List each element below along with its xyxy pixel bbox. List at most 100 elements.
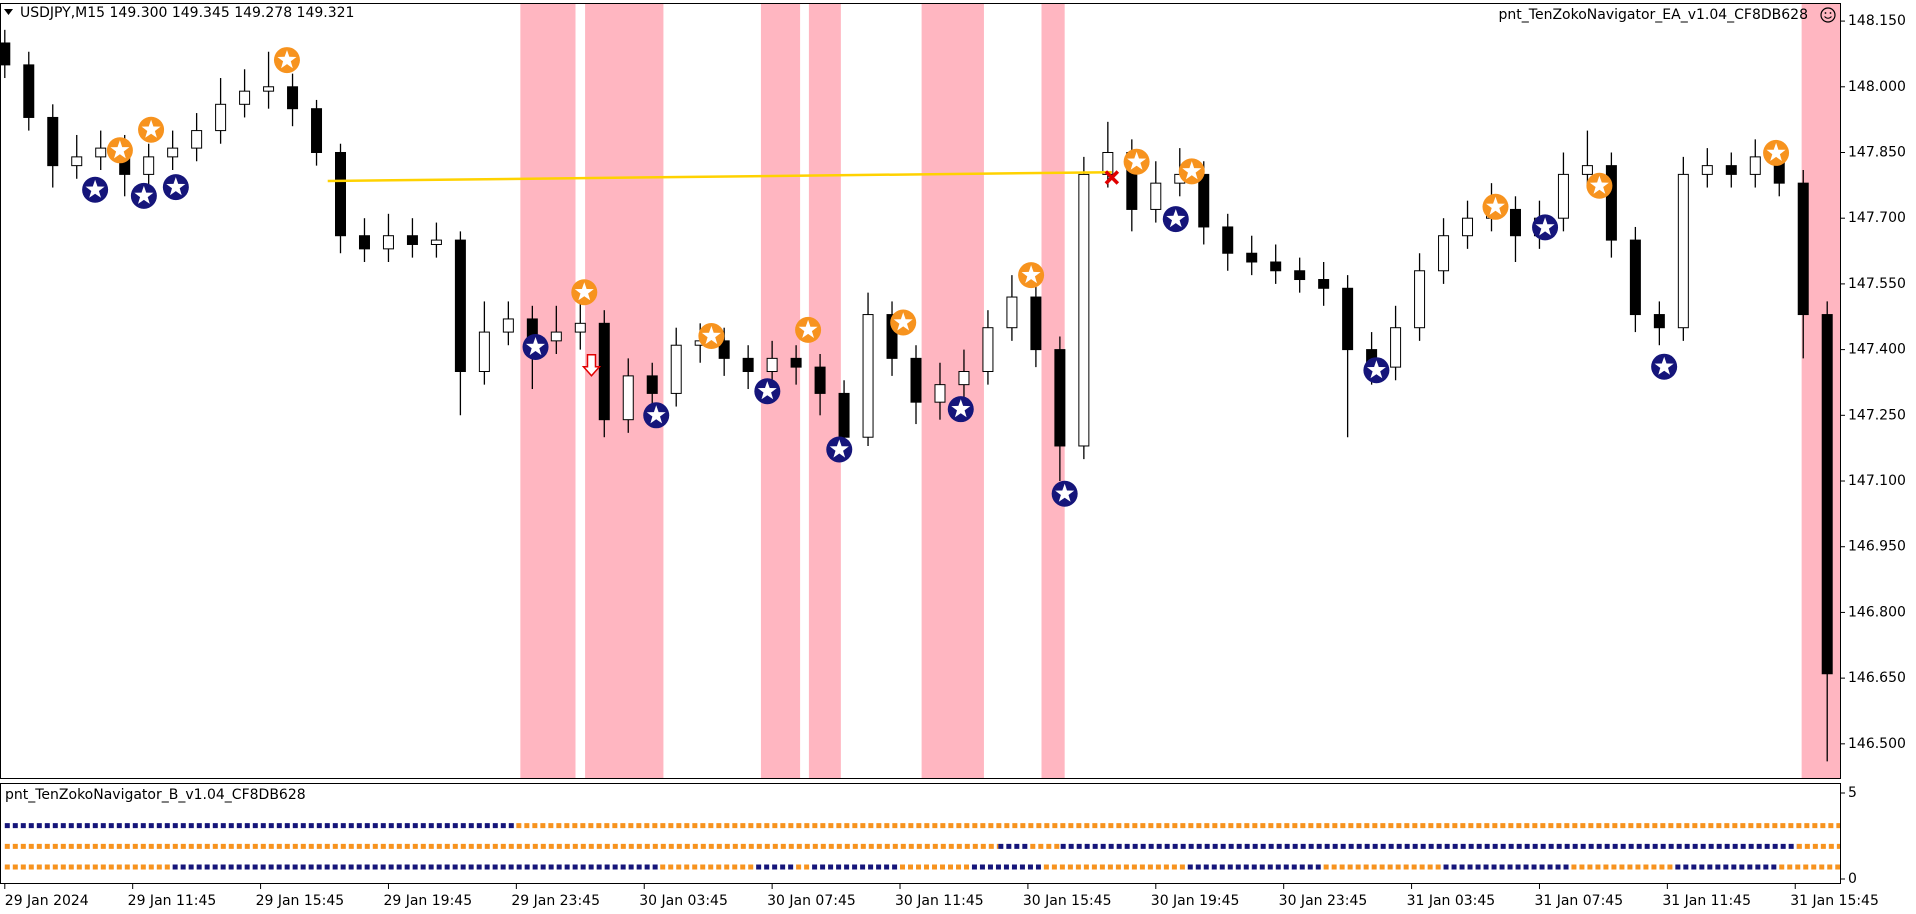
- y-tick-label: 147.550: [1848, 276, 1906, 292]
- sell-signal: [273, 47, 300, 74]
- candle-body: [430, 239, 442, 245]
- sell-signal: [138, 116, 165, 143]
- candle-body: [191, 130, 203, 149]
- buy-signal: [522, 333, 549, 360]
- indicator-frame: [0, 783, 1841, 884]
- signal-star: [134, 185, 154, 204]
- cross-marker: [1104, 170, 1120, 185]
- candle-body: [335, 151, 347, 237]
- sell-signal: [106, 137, 133, 164]
- candle-body: [790, 357, 802, 368]
- signal-star: [1055, 483, 1075, 502]
- candle-body: [814, 366, 826, 394]
- signal-star: [646, 405, 666, 424]
- candle-body: [1653, 314, 1665, 329]
- candle-body: [1198, 173, 1210, 228]
- sell-signal: [1586, 172, 1613, 199]
- signal-star: [1366, 360, 1386, 379]
- x-tick-label: 31 Jan 03:45: [1407, 893, 1496, 909]
- candle-body: [742, 357, 754, 373]
- signal-star: [1127, 151, 1147, 170]
- x-tick-label: 31 Jan 11:45: [1662, 893, 1751, 909]
- y-tick-label: 148.150: [1848, 13, 1906, 29]
- ea-label: pnt_TenZokoNavigator_EA_v1.04_CF8DB628: [1499, 7, 1808, 23]
- candle-body: [910, 357, 922, 403]
- candle-body: [478, 331, 490, 373]
- buy-signal: [1162, 206, 1189, 233]
- signal-star: [526, 337, 545, 356]
- signal-star: [277, 50, 297, 69]
- buy-signal: [1051, 480, 1078, 507]
- candle-body: [1270, 261, 1282, 272]
- symbol-label: USDJPY,M15 149.300 149.345 149.278 149.3…: [20, 5, 354, 21]
- shaded-range: [1041, 4, 1065, 778]
- x-tick-label: 29 Jan 19:45: [383, 893, 472, 909]
- indicator-y-tick-label: 0: [1848, 871, 1857, 887]
- sell-signal: [698, 323, 725, 350]
- x-tick-label: 29 Jan 15:45: [256, 893, 345, 909]
- indicator-y-tick-label: 5: [1848, 785, 1857, 801]
- candle-body: [454, 239, 466, 373]
- candle-body: [1222, 226, 1234, 254]
- candle-body: [1054, 349, 1066, 447]
- candle-body: [287, 86, 299, 110]
- y-tick-label: 147.700: [1848, 210, 1906, 226]
- candle-body: [143, 156, 155, 175]
- signal-star: [1486, 196, 1505, 215]
- x-tick-label: 30 Jan 11:45: [895, 893, 984, 909]
- menu-triangle[interactable]: [4, 9, 13, 15]
- candle-body: [239, 90, 251, 105]
- candle-body: [1725, 165, 1737, 175]
- x-tick-label: 31 Jan 15:45: [1790, 893, 1879, 909]
- level-line: [327, 170, 1112, 183]
- candle-body: [1150, 182, 1162, 210]
- signal-star: [1589, 175, 1609, 194]
- signal-star: [798, 319, 818, 338]
- signal-star: [1021, 265, 1041, 284]
- candle-body: [838, 392, 850, 438]
- candle-body: [1318, 279, 1330, 289]
- x-tick-label: 30 Jan 07:45: [767, 893, 856, 909]
- buy-signal: [1363, 357, 1390, 384]
- signal-star: [85, 179, 105, 198]
- main-frame: [0, 3, 1841, 779]
- y-tick-label: 147.250: [1848, 407, 1906, 423]
- y-tick-label: 147.400: [1848, 342, 1906, 358]
- x-tick-label: 29 Jan 23:45: [511, 893, 600, 909]
- y-tick-label: 146.500: [1848, 736, 1906, 752]
- sell-signal: [890, 309, 917, 336]
- signal-star: [574, 282, 594, 301]
- candle-body: [71, 156, 83, 167]
- signal-star: [893, 312, 913, 331]
- sell-signal: [571, 279, 598, 306]
- signal-star: [829, 439, 849, 458]
- candle-body: [1749, 156, 1761, 175]
- sell-signal: [1178, 158, 1205, 185]
- candle-body: [982, 327, 994, 373]
- sell-signal: [1018, 262, 1045, 289]
- candle-body: [862, 314, 874, 438]
- signal-star: [1766, 142, 1786, 161]
- buy-signal: [643, 402, 670, 429]
- candle-body: [263, 86, 275, 92]
- candle-body: [550, 331, 562, 342]
- candle-body: [1509, 208, 1521, 237]
- candle-body: [1581, 165, 1593, 175]
- sell-signal: [1763, 139, 1790, 166]
- signal-star: [951, 399, 971, 418]
- candle-body: [1557, 173, 1569, 219]
- buy-signal: [826, 436, 853, 463]
- candle-body: [1078, 173, 1090, 447]
- candle-body: [1246, 252, 1258, 263]
- y-tick-label: 146.950: [1848, 539, 1906, 555]
- candle-body: [382, 235, 394, 250]
- candle-body: [406, 235, 418, 245]
- y-tick-label: 147.100: [1848, 473, 1906, 489]
- ea-smiley[interactable]: [1820, 7, 1836, 23]
- buy-signal: [754, 378, 781, 405]
- candle-body: [718, 340, 730, 359]
- candle-body: [1629, 239, 1641, 316]
- candle-body: [1438, 235, 1450, 272]
- signal-star: [141, 119, 161, 138]
